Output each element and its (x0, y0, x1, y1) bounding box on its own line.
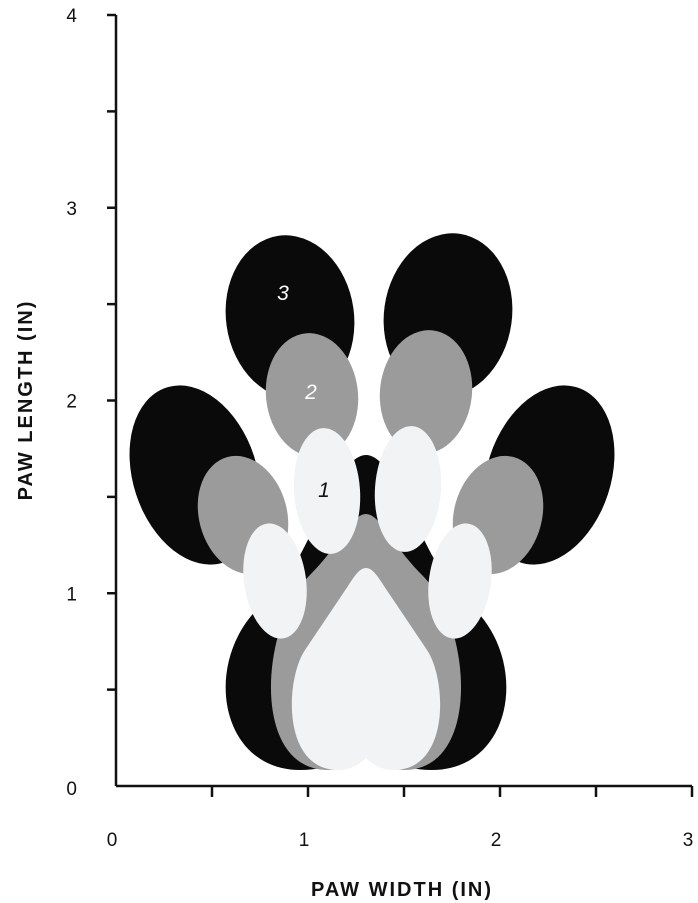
paw-print-size-1 (243, 426, 492, 770)
paw-2-toe-inner-left (265, 333, 359, 457)
paw-1-toe-outer-right (428, 523, 492, 639)
y-tick-label: 0 (66, 779, 77, 800)
paw-1-main-pad (291, 568, 441, 770)
y-tick-label: 3 (66, 199, 77, 220)
axes: 0 1 2 3 4 0 1 2 3 (66, 6, 693, 851)
y-axis-ticks (107, 13, 116, 691)
x-axis-title: PAW WIDTH (IN) (311, 879, 493, 901)
size-label-2: 2 (304, 381, 317, 404)
y-tick-label: 2 (66, 392, 77, 413)
x-tick-label: 3 (683, 830, 694, 851)
y-tick-label: 1 (66, 584, 77, 605)
x-tick-label: 1 (299, 830, 310, 851)
paw-1-toe-outer-left (243, 523, 307, 639)
paw-1-toe-inner-left (293, 428, 361, 554)
x-tick-label: 0 (107, 830, 118, 851)
y-axis-title: PAW LENGTH (IN) (15, 300, 37, 501)
size-label-1: 1 (318, 479, 330, 502)
size-label-3: 3 (277, 282, 289, 305)
paw-2-toe-inner-right (379, 330, 473, 454)
x-axis-ticks (210, 786, 694, 797)
x-tick-label: 2 (491, 830, 502, 851)
y-axis-tick-labels: 0 1 2 3 4 (66, 6, 77, 800)
y-tick-label: 4 (66, 6, 77, 27)
x-axis-tick-labels: 0 1 2 3 (107, 830, 694, 851)
paw-1-toe-inner-right (374, 426, 442, 552)
